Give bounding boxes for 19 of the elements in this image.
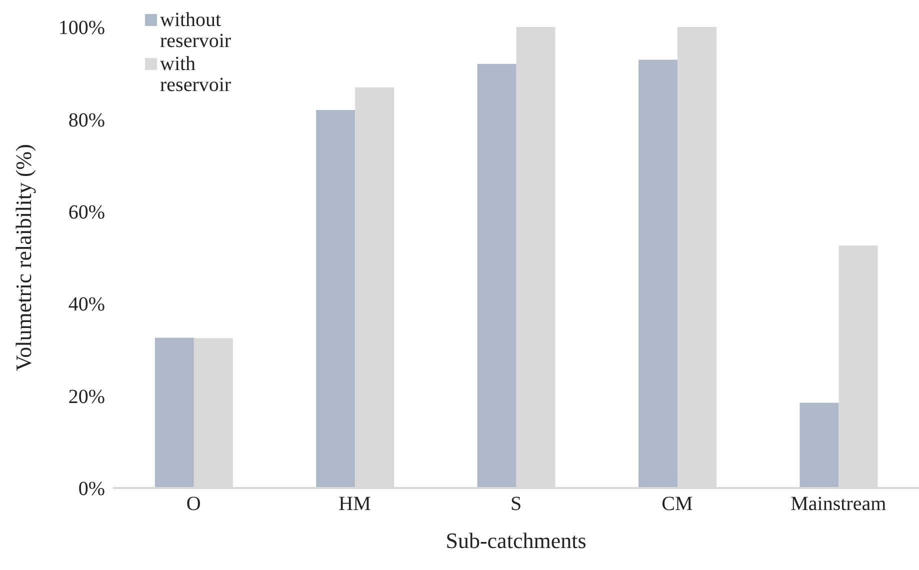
x-tick-label: O [186,493,201,516]
bar [316,110,356,488]
y-tick-label: 80% [68,109,105,132]
x-tick-label: HM [338,493,372,516]
y-tick-label: 0% [78,478,105,500]
y-tick-label: 100% [58,17,105,40]
bar [638,60,678,488]
legend-label: with reservoir [160,53,232,96]
y-tick-label: 60% [68,202,105,224]
x-tick-label: CM [662,493,693,516]
bar [154,338,194,488]
bar [800,402,839,488]
y-tick-label: 40% [68,294,105,316]
x-tick-label: Mainstream [790,493,887,516]
y-axis-title: Volumetric relaibility (%) [10,144,36,371]
x-axis-title: Sub-catchments [446,528,586,553]
bar [477,64,516,488]
x-tick-label: S [510,493,522,516]
y-tick-label: 20% [68,386,105,408]
